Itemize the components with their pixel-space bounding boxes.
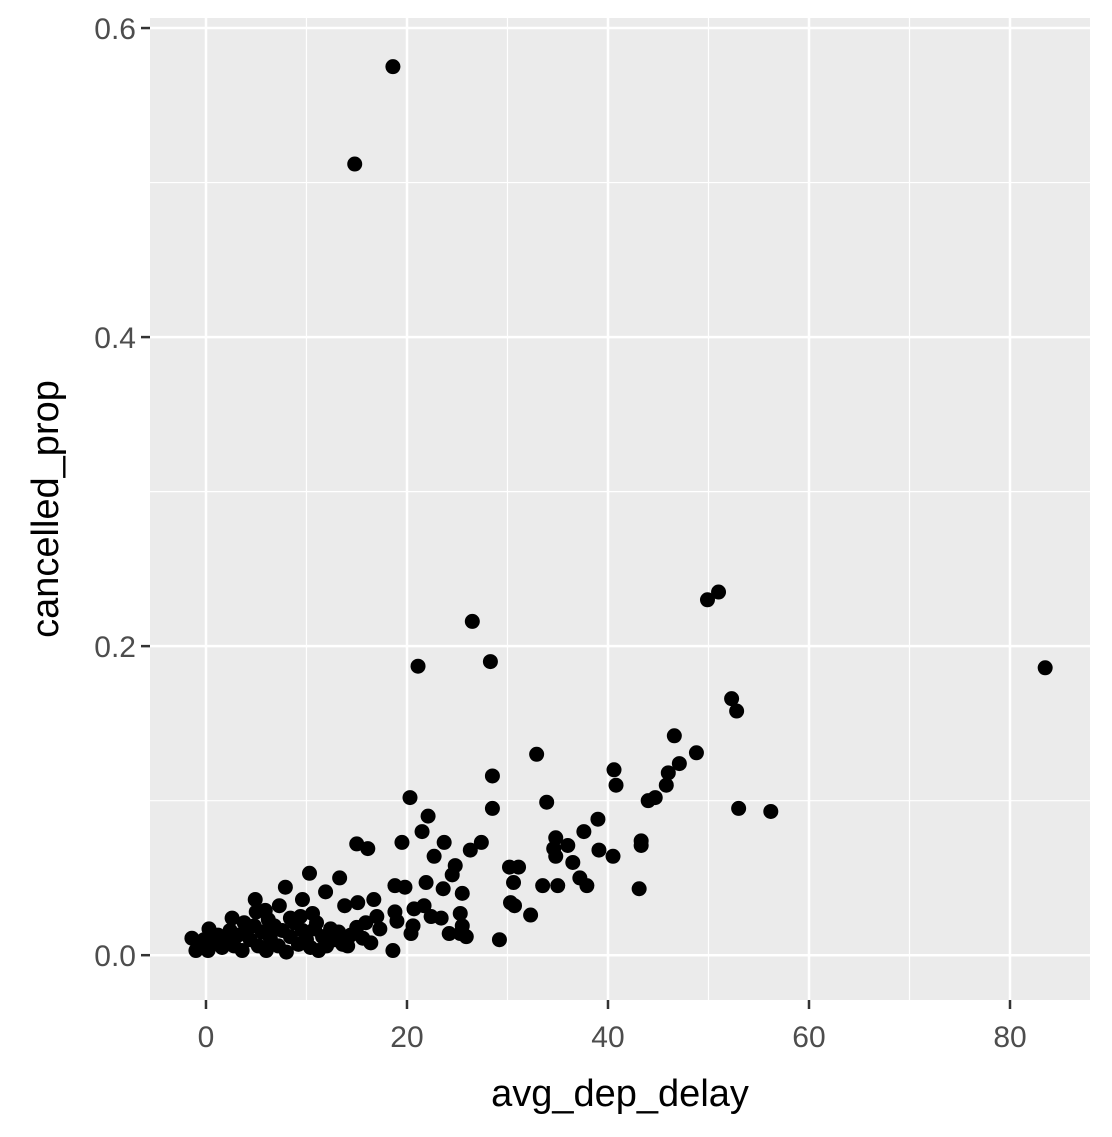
point (731, 800, 747, 816)
y-tick-label: 0.0 (94, 940, 136, 973)
point (511, 859, 527, 875)
point (234, 943, 250, 959)
y-tick-label: 0.2 (94, 631, 136, 664)
point (332, 870, 348, 886)
point (633, 837, 649, 853)
point (372, 921, 388, 937)
point (660, 765, 676, 781)
point (389, 913, 405, 929)
point (550, 878, 566, 894)
point (452, 905, 468, 921)
point (711, 584, 727, 600)
point (337, 898, 353, 914)
point (666, 728, 682, 744)
point (385, 943, 401, 959)
point (271, 898, 287, 914)
point (394, 834, 410, 850)
y-axis-title: cancelled_prop (25, 380, 67, 638)
point (473, 834, 489, 850)
point (355, 930, 371, 946)
point (426, 848, 442, 864)
point (410, 658, 426, 674)
point (484, 800, 500, 816)
point (278, 944, 294, 960)
point (347, 156, 363, 172)
point (309, 915, 325, 931)
point (277, 879, 293, 895)
point (763, 803, 779, 819)
point (724, 691, 740, 707)
x-tick-label: 40 (591, 1021, 624, 1054)
point (406, 901, 422, 917)
point (507, 898, 523, 914)
x-tick-label: 20 (390, 1021, 423, 1054)
point (579, 878, 595, 894)
point (729, 703, 745, 719)
point (462, 842, 478, 858)
point (366, 892, 382, 908)
point (248, 904, 264, 920)
point (529, 746, 545, 762)
point (444, 867, 460, 883)
point (548, 848, 564, 864)
y-tick-label: 0.4 (94, 322, 136, 355)
point (591, 842, 607, 858)
point (671, 756, 687, 772)
point (454, 885, 470, 901)
point (433, 910, 449, 926)
point (464, 613, 480, 629)
point (606, 762, 622, 778)
point (631, 881, 647, 897)
point (236, 915, 252, 931)
point (506, 875, 522, 891)
point (258, 943, 274, 959)
point (350, 895, 366, 911)
point (458, 929, 474, 945)
point (688, 745, 704, 761)
point (292, 909, 308, 925)
point (576, 824, 592, 840)
point (608, 777, 624, 793)
x-axis-title: avg_dep_delay (491, 1073, 749, 1115)
y-tick-label: 0.6 (94, 13, 136, 46)
point (418, 875, 434, 891)
point (1037, 660, 1053, 676)
point (403, 926, 419, 942)
point (640, 793, 656, 809)
x-tick-label: 0 (198, 1021, 215, 1054)
point (385, 59, 401, 75)
point (436, 834, 452, 850)
point (397, 879, 413, 895)
point (301, 865, 317, 881)
point (402, 790, 418, 806)
point (605, 848, 621, 864)
point (420, 808, 436, 824)
point (590, 811, 606, 827)
x-tick-label: 60 (792, 1021, 825, 1054)
point (318, 884, 334, 900)
point (441, 926, 457, 942)
point (247, 892, 263, 908)
point (482, 654, 498, 670)
point (560, 837, 576, 853)
point (224, 910, 240, 926)
point (360, 841, 376, 857)
point (699, 592, 715, 608)
point (369, 909, 385, 925)
point (484, 768, 500, 784)
point (565, 854, 581, 870)
point (535, 878, 551, 894)
point (539, 794, 555, 810)
point (435, 881, 451, 897)
panel (150, 18, 1090, 1000)
point (414, 824, 430, 840)
x-tick-label: 80 (993, 1021, 1026, 1054)
point (491, 932, 507, 948)
point (658, 777, 674, 793)
point (260, 912, 276, 928)
point (523, 907, 539, 923)
point (331, 924, 347, 940)
point (294, 892, 310, 908)
